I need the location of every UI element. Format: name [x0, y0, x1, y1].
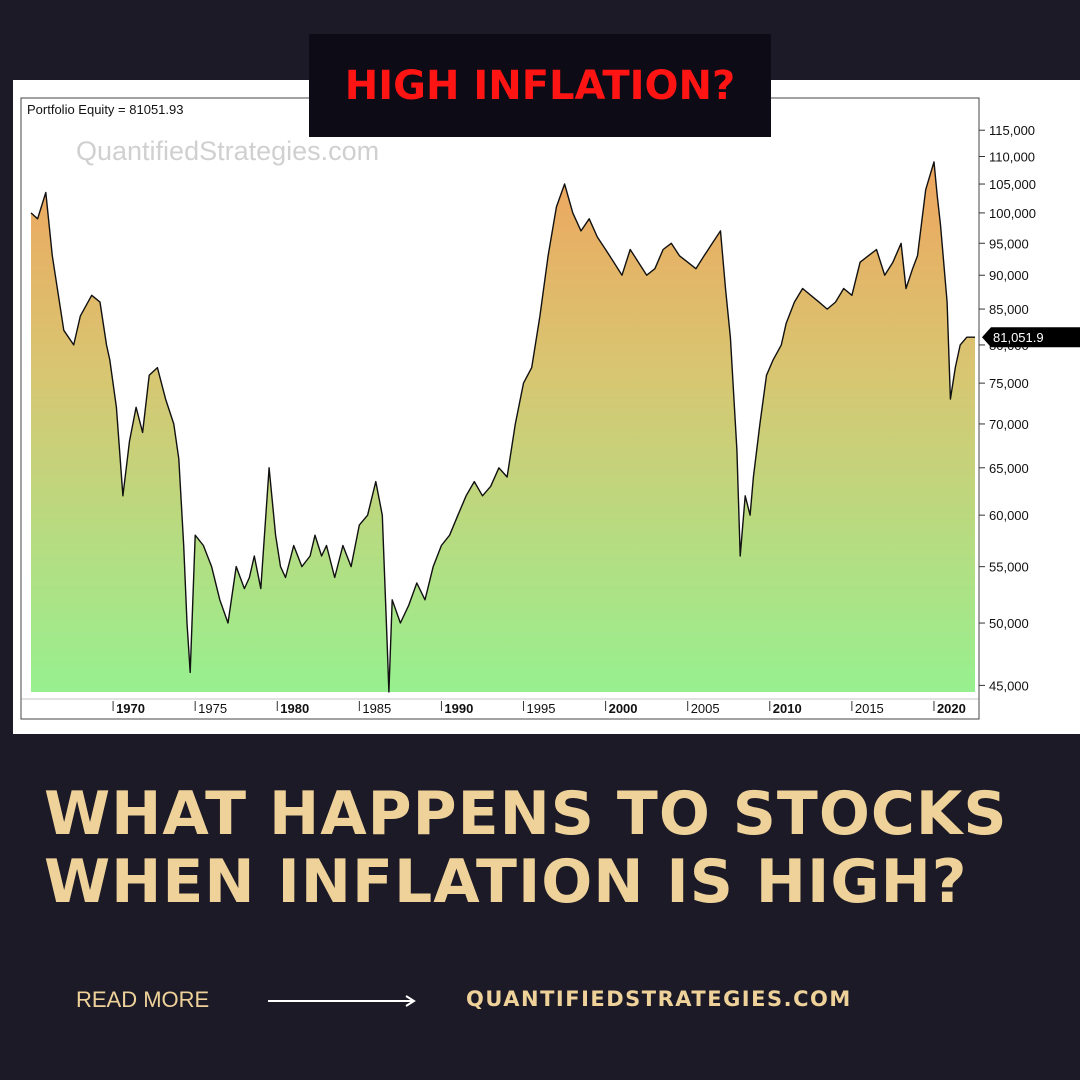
site-url-link[interactable]: QUANTIFIEDSTRATEGIES.COM [466, 987, 852, 1011]
x-tick-label: 2000 [609, 701, 638, 716]
x-tick-label: 2005 [691, 701, 720, 716]
chart-panel: Portfolio Equity = 81051.93 QuantifiedSt… [13, 80, 1080, 734]
y-tick-label: 100,000 [989, 206, 1036, 221]
x-tick-label: 2020 [937, 701, 966, 716]
y-tick-label: 70,000 [989, 417, 1029, 432]
y-tick-label: 105,000 [989, 177, 1036, 192]
last-value-tag [982, 327, 1080, 348]
y-axis: 45,000 50,000 55,000 60,000 65,000 70,000 75,0… [979, 123, 1036, 693]
y-tick-label: 75,000 [989, 376, 1029, 391]
y-tick-label: 65,000 [989, 461, 1029, 476]
read-more-link[interactable]: READ MORE [76, 987, 210, 1012]
x-tick-label: 1985 [362, 701, 391, 716]
y-tick-label: 55,000 [989, 560, 1029, 575]
chart-title: Portfolio Equity = 81051.93 [27, 102, 183, 117]
y-tick-label: 45,000 [989, 678, 1029, 693]
headline-line-1: WHAT HAPPENS TO STOCKS [44, 779, 1008, 849]
badge-text: HIGH INFLATION? [344, 62, 736, 109]
y-tick-label: 85,000 [989, 302, 1029, 317]
x-axis: 1970 1975 1980 1985 1990 1995 2000 2005 2010 2015… [21, 698, 979, 716]
x-tick-label: 2015 [855, 701, 884, 716]
y-tick-label: 50,000 [989, 616, 1029, 631]
equity-line [30, 161, 975, 693]
x-tick-label: 1980 [280, 701, 309, 716]
y-tick-label: 60,000 [989, 508, 1029, 523]
y-tick-label: 90,000 [989, 268, 1029, 283]
x-tick-label: 1975 [198, 701, 227, 716]
right-arrow-icon [268, 995, 416, 1007]
y-tick-label: 115,000 [989, 123, 1035, 138]
x-tick-label: 1995 [527, 701, 556, 716]
equity-chart: Portfolio Equity = 81051.93 QuantifiedSt… [20, 97, 1080, 720]
x-tick-label: 1970 [116, 701, 145, 716]
chart-watermark: QuantifiedStrategies.com [76, 136, 379, 166]
headline-line-2: WHEN INFLATION IS HIGH? [44, 847, 968, 917]
y-tick-label: 95,000 [989, 236, 1029, 251]
x-tick-label: 2010 [773, 701, 802, 716]
headline: WHAT HAPPENS TO STOCKS WHEN INFLATION IS… [44, 780, 1044, 916]
last-value-label: 81,051.9 [993, 330, 1044, 345]
equity-area [31, 161, 975, 692]
last-value-marker: 81,051.9 [982, 327, 1080, 348]
x-tick-label: 1990 [444, 701, 473, 716]
y-tick-label: 110,000 [989, 150, 1035, 165]
high-inflation-badge: HIGH INFLATION? [309, 34, 771, 137]
